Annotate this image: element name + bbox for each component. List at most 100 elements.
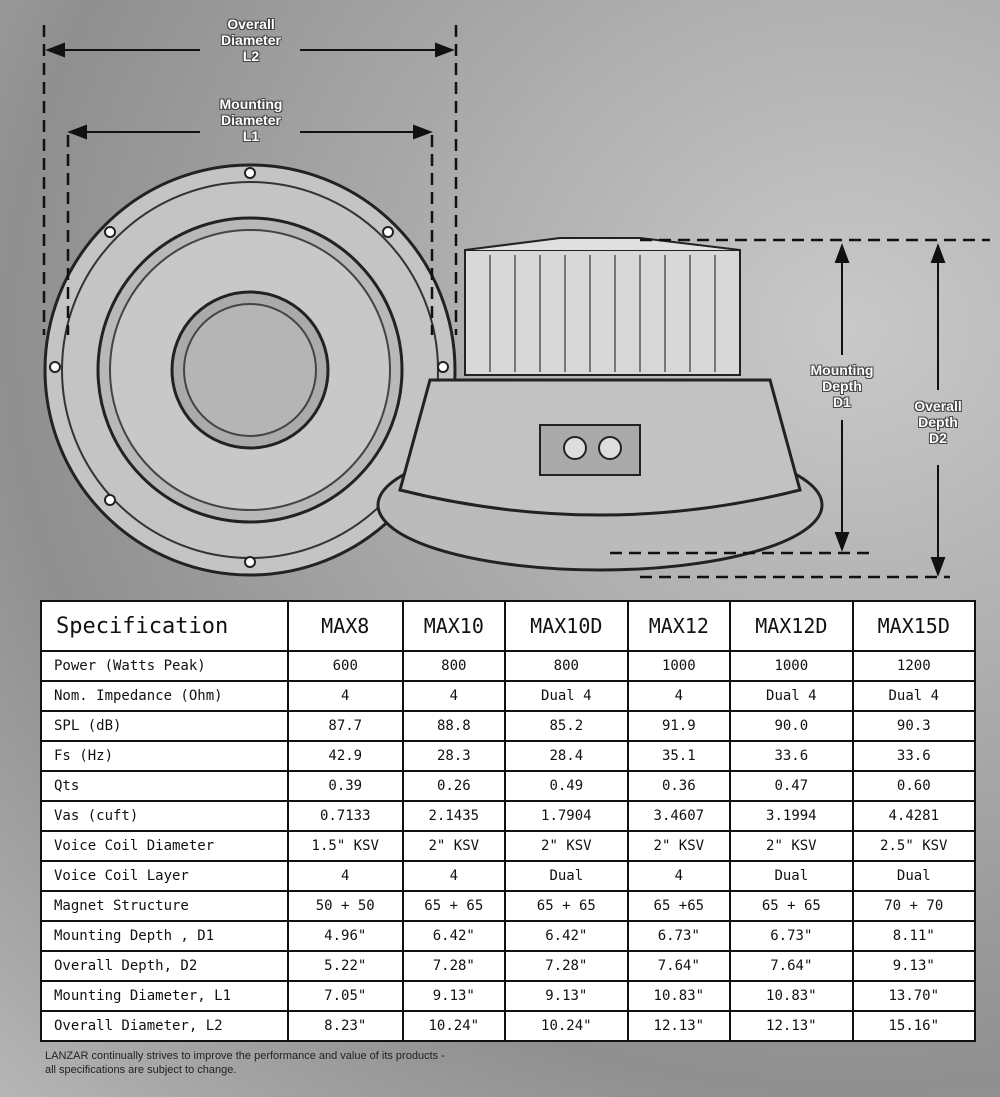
label-line: Mounting [219,96,283,112]
cell-value: 12.13" [626,1010,732,1042]
row-label: SPL (dB) [40,710,289,742]
row-label: Nom. Impedance (Ohm) [40,680,289,712]
cell-value: 2" KSV [626,830,732,862]
mounting-depth-label: Mounting Depth D1 [792,362,892,410]
cell-value: 0.26 [401,770,507,802]
cell-value: 0.47 [729,770,854,802]
cell-value: 50 + 50 [287,890,404,922]
header-specification: Specification [40,600,289,652]
cell-value: 65 + 65 [401,890,507,922]
cell-value: 1.7904 [504,800,629,832]
label-line: Mounting [810,362,874,378]
label-line: Depth [918,414,958,430]
table-row: Power (Watts Peak) 600 800 800 1000 1000 1200 [40,650,977,682]
cell-value: 600 [287,650,404,682]
table-row: Voice Coil Diameter 1.5" KSV 2" KSV 2" KSV 2… [40,830,977,862]
table-row: Qts 0.39 0.26 0.49 0.36 0.47 0.60 [40,770,977,802]
cell-value: 800 [504,650,629,682]
overall-depth-label: Overall Depth D2 [893,398,983,446]
cell-value: 88.8 [401,710,507,742]
cell-value: 4.96" [287,920,404,952]
cell-value: 0.36 [626,770,732,802]
cell-value: 28.4 [504,740,629,772]
cell-value: 5.22" [287,950,404,982]
cell-value: 90.3 [851,710,977,742]
cell-value: 4 [401,680,507,712]
row-label: Vas (cuft) [40,800,289,832]
cell-value: 3.1994 [729,800,854,832]
cell-value: 0.39 [287,770,404,802]
specification-table: Specification MAX8 MAX10 MAX10D MAX12 MAX12D M… [40,600,977,1042]
cell-value: 0.49 [504,770,629,802]
table-header-row: Specification MAX8 MAX10 MAX10D MAX12 MAX12D M… [40,600,977,652]
row-label: Voice Coil Layer [40,860,289,892]
row-label: Qts [40,770,289,802]
cell-value: Dual 4 [504,680,629,712]
table-row: Overall Diameter, L2 8.23" 10.24" 10.24" 12.… [40,1010,977,1042]
row-label: Mounting Depth , D1 [40,920,289,952]
cell-value: 7.64" [729,950,854,982]
cell-value: 90.0 [729,710,854,742]
mounting-diameter-label: Mounting Diameter L1 [196,96,306,144]
row-label: Overall Depth, D2 [40,950,289,982]
cell-value: 65 + 65 [729,890,854,922]
cell-value: Dual 4 [851,680,977,712]
header-model: MAX12D [729,600,854,652]
side-view-speaker [376,237,824,572]
table-row: Voice Coil Layer 4 4 Dual 4 Dual Dual [40,860,977,892]
cell-value: 91.9 [626,710,732,742]
header-model: MAX10 [401,600,507,652]
label-line: Diameter [221,32,281,48]
cell-value: 65 +65 [626,890,732,922]
cell-value: 33.6 [851,740,977,772]
label-line: D2 [929,430,947,446]
label-line: Overall [227,16,275,32]
cell-value: 7.28" [504,950,629,982]
label-line: Depth [822,378,862,394]
cell-value: 6.42" [504,920,629,952]
disclaimer: LANZAR continually strives to improve th… [45,1049,445,1077]
cell-value: 70 + 70 [851,890,977,922]
cell-value: 9.13" [504,980,629,1012]
cell-value: 7.64" [626,950,732,982]
cell-value: 42.9 [287,740,404,772]
cell-value: 9.13" [401,980,507,1012]
cell-value: 10.24" [504,1010,629,1042]
cell-value: 4.4281 [851,800,977,832]
dimension-lines [42,25,990,579]
cell-value: 2.5" KSV [851,830,977,862]
cell-value: 7.28" [401,950,507,982]
cell-value: Dual [851,860,977,892]
table-row: SPL (dB) 87.7 88.8 85.2 91.9 90.0 90.3 [40,710,977,742]
row-label: Power (Watts Peak) [40,650,289,682]
table-row: Mounting Diameter, L1 7.05" 9.13" 9.13" 10.8… [40,980,977,1012]
cell-value: 2" KSV [401,830,507,862]
cell-value: Dual 4 [729,680,854,712]
label-line: D1 [833,394,851,410]
cell-value: 15.16" [851,1010,977,1042]
table-row: Mounting Depth , D1 4.96" 6.42" 6.42" 6.73" 6… [40,920,977,952]
cell-value: 1000 [626,650,732,682]
cell-value: 85.2 [504,710,629,742]
cell-value: 87.7 [287,710,404,742]
row-label: Voice Coil Diameter [40,830,289,862]
cell-value: 1000 [729,650,854,682]
cell-value: 4 [626,860,732,892]
header-model: MAX15D [851,600,977,652]
overall-diameter-label: Overall Diameter L2 [196,16,306,64]
cell-value: 4 [401,860,507,892]
cell-value: 33.6 [729,740,854,772]
speaker-diagram [42,25,990,579]
row-label: Fs (Hz) [40,740,289,772]
cell-value: 7.05" [287,980,404,1012]
cell-value: 2.1435 [401,800,507,832]
cell-value: 800 [401,650,507,682]
table-row: Vas (cuft) 0.7133 2.1435 1.7904 3.4607 3.1994… [40,800,977,832]
cell-value: 2" KSV [729,830,854,862]
cell-value: 0.7133 [287,800,404,832]
cell-value: 10.24" [401,1010,507,1042]
front-view-speaker [43,163,457,577]
cell-value: 6.73" [626,920,732,952]
disclaimer-line: all specifications are subject to change… [45,1064,237,1076]
label-line: L2 [242,48,260,64]
